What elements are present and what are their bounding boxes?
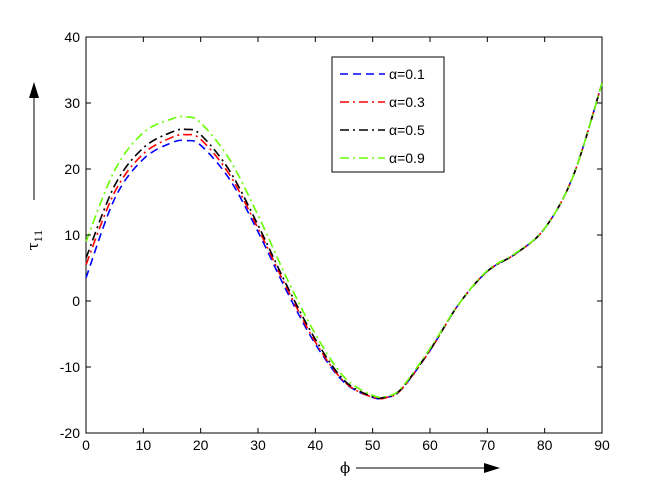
legend-label-2: α=0.3 (389, 94, 425, 110)
x-tick-label: 20 (193, 437, 209, 453)
x-tick-label: 10 (136, 437, 152, 453)
y-tick-label: 20 (64, 161, 80, 177)
series-line-4 (85, 82, 603, 399)
y-tick-label: -20 (60, 425, 80, 441)
series-line-1 (85, 82, 603, 400)
x-tick-label: 0 (82, 437, 90, 453)
y-tick-label: 30 (64, 95, 80, 111)
x-tick-label: 30 (250, 437, 266, 453)
y-axis-label-sub: 11 (34, 229, 45, 242)
x-tick-label: 70 (480, 437, 496, 453)
legend-label-1: α=0.1 (389, 66, 425, 82)
x-tick-label: 60 (422, 437, 438, 453)
series-layer (85, 82, 603, 400)
y-axis-label-main: τ (24, 242, 42, 250)
legend: α=0.1 α=0.3 α=0.5 α=0.9 (331, 56, 445, 173)
y-axis-label: τ11 (24, 229, 45, 250)
x-tick-label: 90 (594, 437, 610, 453)
y-tick-label: 0 (72, 293, 80, 309)
x-tick-label: 80 (537, 437, 553, 453)
svg-text:τ11: τ11 (24, 229, 45, 250)
y-tick-label: 40 (64, 29, 80, 45)
legend-box (331, 56, 445, 173)
legend-label-4: α=0.9 (389, 150, 425, 166)
y-axis-arrow-head (29, 82, 39, 98)
legend-label-3: α=0.5 (389, 122, 425, 138)
ticks-layer: 0 10 20 30 40 50 60 70 80 90 -20 -10 0 10 20 30 40 (60, 29, 610, 453)
y-tick-label: 10 (64, 227, 80, 243)
x-tick-label: 50 (365, 437, 381, 453)
x-tick-label: 40 (308, 437, 324, 453)
x-axis-label: ϕ (340, 459, 350, 477)
y-tick-label: -10 (60, 359, 80, 375)
x-axis-arrow-head (484, 463, 500, 473)
